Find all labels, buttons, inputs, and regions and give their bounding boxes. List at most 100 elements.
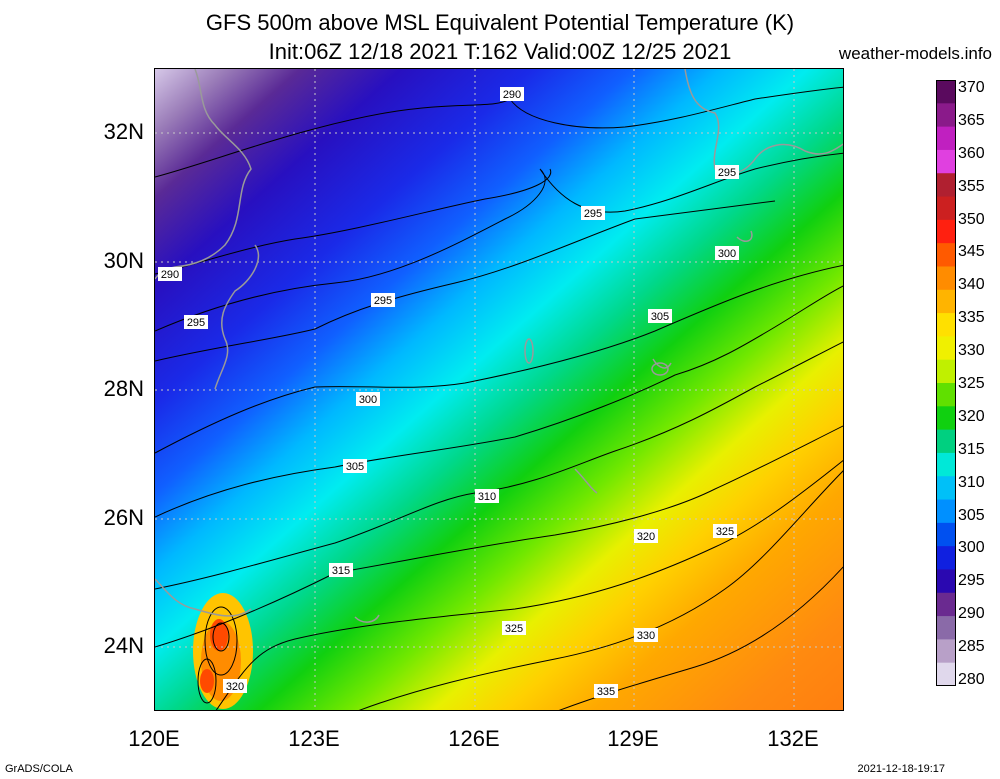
svg-text:335: 335: [597, 686, 615, 698]
colorbar-segment: [936, 569, 956, 594]
contour-label: 305: [648, 309, 672, 323]
contour-label: 290: [500, 87, 524, 101]
lon-label: 132E: [767, 726, 819, 751]
svg-text:295: 295: [584, 208, 602, 220]
colorbar-segment: [936, 219, 956, 244]
colorbar-segment: [936, 452, 956, 477]
svg-text:300: 300: [359, 394, 377, 406]
colorbar-tick-label: 340: [958, 276, 985, 294]
contour-label: 300: [715, 246, 739, 260]
colorbar-segment: [936, 616, 956, 640]
contour-label: 325: [713, 524, 737, 538]
svg-text:300: 300: [718, 248, 736, 260]
source-label: weather-models.info: [838, 44, 992, 63]
contour-label: 310: [475, 489, 499, 503]
lat-label: 26N: [103, 505, 144, 530]
chart-title: GFS 500m above MSL Equivalent Potential …: [205, 10, 795, 35]
colorbar-segment: [936, 336, 956, 361]
colorbar-segment: [936, 639, 956, 664]
colorbar-segment: [936, 429, 956, 454]
colorbar-tick-label: 310: [958, 473, 985, 491]
colorbar-segment: [936, 149, 956, 174]
lat-label: 28N: [103, 376, 144, 401]
svg-text:295: 295: [374, 295, 392, 307]
colorbar-outline: [936, 80, 956, 686]
lat-label: 32N: [103, 119, 144, 144]
contour-label: 315: [329, 563, 353, 577]
colorbar-tick-label: 290: [958, 605, 985, 623]
chart-subtitle: Init:06Z 12/18 2021 T:162 Valid:00Z 12/2…: [268, 39, 732, 64]
colorbar-segment: [936, 196, 956, 221]
contour-label: 305: [343, 459, 367, 473]
colorbar-tick-label: 280: [958, 671, 985, 688]
colorbar-segment: [936, 266, 956, 291]
contour-label: 330: [634, 628, 658, 642]
lon-label: 120E: [128, 726, 180, 751]
colorbar-segment: [936, 476, 956, 501]
svg-text:320: 320: [637, 531, 655, 543]
contour-label: 320: [223, 679, 247, 693]
colorbar-segment: [936, 103, 956, 128]
colorbar-tick-label: 345: [958, 243, 985, 261]
software-credit: GrADS/COLA: [5, 763, 73, 775]
contour-label: 295: [371, 293, 395, 307]
lon-label: 123E: [288, 726, 340, 751]
colorbar-tick-label: 300: [958, 539, 985, 557]
lat-lon-grid: [155, 69, 843, 710]
svg-text:330: 330: [637, 630, 655, 642]
colorbar-segment: [936, 80, 956, 104]
contour-label: 295: [581, 206, 605, 220]
colorbar-segment: [936, 383, 956, 407]
colorbar-tick-label: 330: [958, 342, 985, 360]
colorbar-tick-label: 360: [958, 144, 985, 162]
svg-text:305: 305: [346, 461, 364, 473]
svg-text:320: 320: [226, 681, 244, 693]
svg-text:325: 325: [716, 526, 734, 538]
map-canvas: 290 290 295 295 295 295 300 300 305 305 …: [155, 69, 843, 710]
svg-text:295: 295: [187, 317, 205, 329]
colorbar-tick-label: 305: [958, 506, 985, 524]
timestamp: 2021-12-18-19:17: [857, 763, 945, 775]
contour-label: 295: [184, 315, 208, 329]
colorbar-segment: [936, 173, 956, 198]
colorbar-tick-label: 285: [958, 638, 985, 656]
lat-label: 24N: [103, 633, 144, 658]
contour-label: 335: [594, 684, 618, 698]
svg-text:305: 305: [651, 311, 669, 323]
colorbar-segment: [936, 289, 956, 314]
contour-label-layer: 290 290 295 295 295 295 300 300 305 305 …: [158, 87, 739, 698]
colorbar-tick-label: 365: [958, 111, 985, 129]
colorbar-tick-label: 370: [958, 79, 985, 96]
colorbar-segment: [936, 406, 956, 431]
colorbar-tick-label: 335: [958, 309, 985, 327]
colorbar-tick-label: 320: [958, 407, 985, 425]
colorbar-tick-label: 315: [958, 440, 985, 458]
colorbar-tick-label: 325: [958, 375, 985, 392]
colorbar-segment: [936, 313, 956, 337]
svg-text:290: 290: [161, 269, 179, 281]
colorbar-segment: [936, 126, 956, 151]
svg-text:325: 325: [505, 623, 523, 635]
colorbar-segment: [936, 359, 956, 384]
lon-label: 129E: [607, 726, 659, 751]
map-panel: 290 290 295 295 295 295 300 300 305 305 …: [154, 68, 844, 711]
colorbar-segment: [936, 522, 956, 547]
colorbar-segment: [936, 499, 956, 524]
colorbar-tick-label: 355: [958, 177, 985, 195]
contour-label: 320: [634, 529, 658, 543]
lon-label: 126E: [448, 726, 500, 751]
svg-text:295: 295: [718, 167, 736, 179]
contour-label: 325: [502, 621, 526, 635]
contour-label: 300: [356, 392, 380, 406]
svg-text:315: 315: [332, 565, 350, 577]
colorbar-segment: [936, 546, 956, 570]
colorbar-segment: [936, 592, 956, 617]
contour-lines: [155, 86, 843, 710]
contour-label: 295: [715, 165, 739, 179]
svg-text:290: 290: [503, 89, 521, 101]
colorbar-tick-label: 350: [958, 210, 985, 228]
svg-text:310: 310: [478, 491, 496, 503]
colorbar-tick-label: 295: [958, 572, 985, 590]
colorbar: [936, 80, 956, 686]
colorbar-segment: [936, 662, 956, 686]
